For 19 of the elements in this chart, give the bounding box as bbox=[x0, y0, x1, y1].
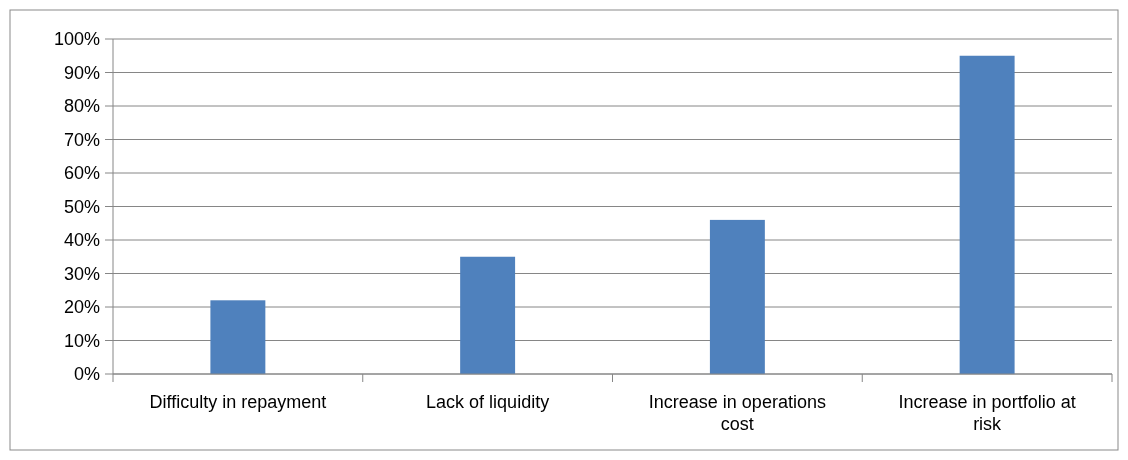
x-tick-label: Increase in operations cost bbox=[648, 392, 826, 434]
y-tick-label: 20% bbox=[63, 297, 100, 318]
bar bbox=[709, 219, 765, 374]
x-tick-label: Lack of liquidity bbox=[426, 392, 550, 412]
y-tick-label: 40% bbox=[63, 230, 100, 251]
bar bbox=[959, 55, 1015, 374]
bar bbox=[210, 300, 266, 374]
x-tick-label: Difficulty in repayment bbox=[149, 392, 327, 412]
y-tick-label: 50% bbox=[63, 196, 100, 217]
y-tick-label: 100% bbox=[53, 29, 100, 50]
y-tick-label: 10% bbox=[63, 330, 100, 351]
y-tick-label: 0% bbox=[73, 364, 100, 385]
y-tick-label: 80% bbox=[63, 96, 100, 117]
y-tick-label: 30% bbox=[63, 263, 100, 284]
y-tick-label: 60% bbox=[63, 163, 100, 184]
bar bbox=[460, 256, 516, 374]
y-tick-label: 70% bbox=[63, 129, 100, 150]
y-tick-label: 90% bbox=[63, 62, 100, 83]
x-tick-label: Increase in portfolio at risk bbox=[898, 392, 1076, 434]
